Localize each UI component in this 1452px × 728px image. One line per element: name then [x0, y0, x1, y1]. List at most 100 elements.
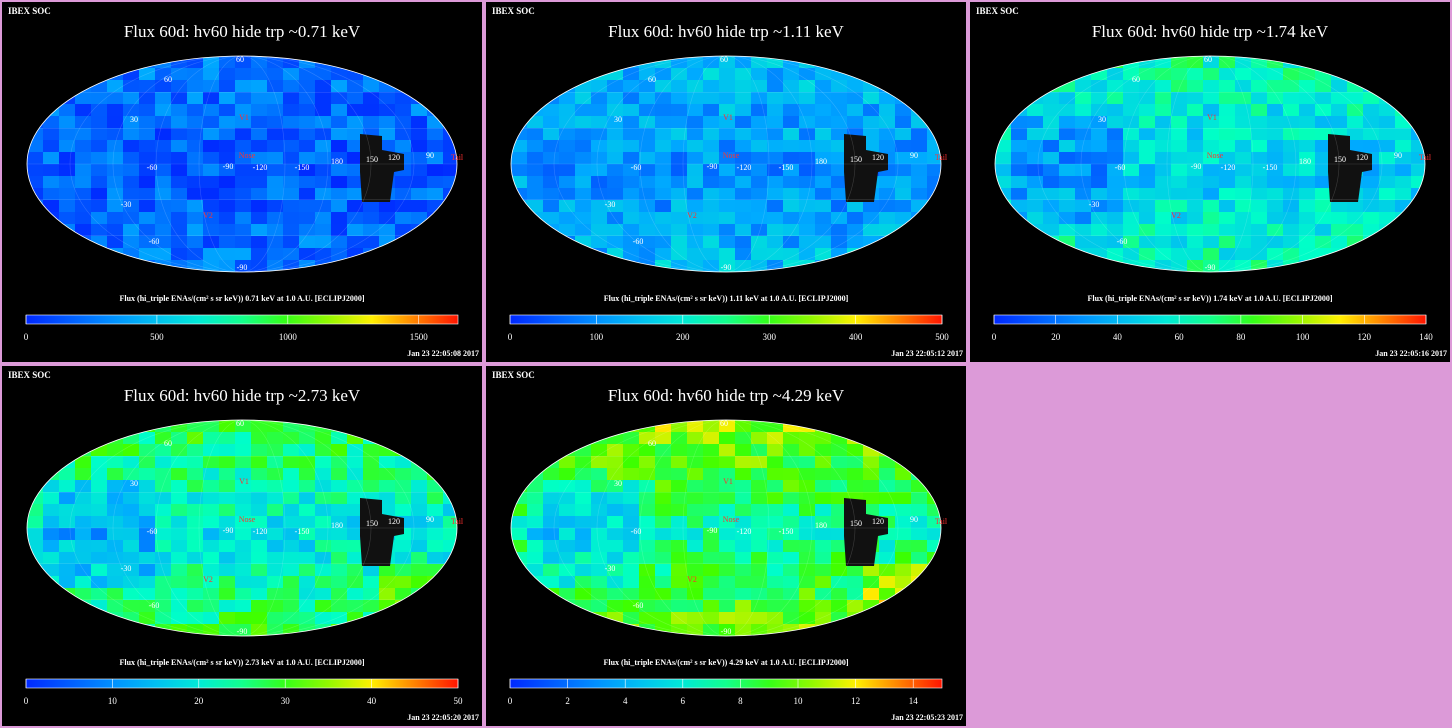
heatmap-cell: [315, 224, 332, 237]
heatmap-cell: [43, 564, 60, 577]
heatmap-cell: [591, 260, 608, 272]
heatmap-cell: [1331, 80, 1348, 93]
heatmap-cell: [995, 116, 1012, 129]
heatmap-cell: [91, 116, 108, 129]
heatmap-cell: [1315, 116, 1332, 129]
heatmap-cell: [411, 528, 428, 541]
heatmap-cell: [283, 188, 300, 201]
heatmap-cell: [27, 248, 44, 261]
heatmap-cell: [75, 552, 92, 565]
heatmap-cell: [735, 260, 752, 272]
heatmap-cell: [427, 576, 444, 589]
heatmap-cell: [155, 600, 172, 613]
heatmap-cell: [703, 56, 720, 69]
heatmap-cell: [1379, 104, 1396, 117]
heatmap-cell: [687, 588, 704, 601]
heatmap-cell: [607, 516, 624, 529]
heatmap-cell: [543, 468, 560, 481]
heatmap-cell: [59, 600, 76, 613]
heatmap-cell: [783, 576, 800, 589]
heatmap-cell: [299, 248, 316, 261]
map-label: -150: [1263, 163, 1278, 172]
map-label: -90: [721, 263, 732, 272]
heatmap-cell: [895, 248, 912, 261]
heatmap-cell: [751, 552, 768, 565]
heatmap-cell: [511, 516, 528, 529]
heatmap-cell: [671, 492, 688, 505]
heatmap-cell: [155, 612, 172, 625]
heatmap-cell: [1203, 128, 1220, 141]
heatmap-cell: [1299, 104, 1316, 117]
heatmap-cell: [251, 200, 268, 213]
heatmap-cell: [1139, 80, 1156, 93]
heatmap-cell: [639, 128, 656, 141]
heatmap-cell: [1331, 68, 1348, 81]
heatmap-cell: [219, 248, 236, 261]
heatmap-cell: [379, 224, 396, 237]
heatmap-cell: [75, 624, 92, 636]
heatmap-cell: [1027, 80, 1044, 93]
heatmap-cell: [863, 248, 880, 261]
heatmap-cell: [315, 116, 332, 129]
heatmap-cell: [347, 576, 364, 589]
heatmap-cell: [187, 152, 204, 165]
heatmap-cell: [751, 432, 768, 445]
colorbar-tick-label: 40: [1112, 332, 1122, 342]
heatmap-cell: [655, 468, 672, 481]
heatmap-cell: [155, 116, 172, 129]
heatmap-cell: [443, 92, 457, 105]
heatmap-cell: [927, 540, 941, 553]
heatmap-cell: [799, 480, 816, 493]
heatmap-cell: [203, 92, 220, 105]
heatmap-cell: [299, 552, 316, 565]
heatmap-cell: [687, 128, 704, 141]
heatmap-cell: [1091, 56, 1108, 69]
heatmap-cell: [927, 224, 941, 237]
heatmap-cell: [59, 588, 76, 601]
heatmap-cell: [895, 104, 912, 117]
heatmap-cell: [43, 236, 60, 249]
heatmap-cell: [543, 224, 560, 237]
heatmap-cell: [75, 456, 92, 469]
heatmap-cell: [315, 164, 332, 177]
heatmap-cell: [1331, 260, 1348, 272]
heatmap-cell: [783, 152, 800, 165]
map-label: 150: [366, 519, 378, 528]
heatmap-cell: [187, 444, 204, 457]
heatmap-cell: [1251, 188, 1268, 201]
heatmap-cell: [687, 516, 704, 529]
heatmap-cell: [687, 140, 704, 153]
heatmap-cell: [783, 212, 800, 225]
heatmap-cell: [203, 456, 220, 469]
heatmap-cell: [139, 528, 156, 541]
heatmap-cell: [235, 128, 252, 141]
heatmap-cell: [687, 468, 704, 481]
heatmap-cell: [1203, 152, 1220, 165]
heatmap-cell: [847, 420, 864, 433]
heatmap-cell: [75, 164, 92, 177]
heatmap-cell: [751, 128, 768, 141]
heatmap-cell: [427, 212, 444, 225]
map-outline: [26, 419, 458, 637]
heatmap-cell: [75, 152, 92, 165]
heatmap-cell: [59, 80, 76, 93]
heatmap-cell: [91, 68, 108, 81]
heatmap-cell: [123, 564, 140, 577]
heatmap-cell: [1011, 176, 1028, 189]
heatmap-cell: [879, 468, 896, 481]
heatmap-cell: [591, 552, 608, 565]
heatmap-cell: [203, 624, 220, 636]
heatmap-cell: [315, 468, 332, 481]
heatmap-cell: [443, 176, 457, 189]
heatmap-cell: [591, 516, 608, 529]
heatmap-cell: [1283, 212, 1300, 225]
heatmap-cell: [1363, 116, 1380, 129]
heatmap-cell: [235, 176, 252, 189]
heatmap-cell: [527, 516, 544, 529]
heatmap-cell: [1123, 104, 1140, 117]
heatmap-cell: [395, 224, 412, 237]
heatmap-cell: [511, 104, 528, 117]
heatmap-cell: [443, 164, 457, 177]
panel-title: Flux 60d: hv60 hide trp ~4.29 keV: [607, 386, 845, 405]
heatmap-cell: [1043, 140, 1060, 153]
